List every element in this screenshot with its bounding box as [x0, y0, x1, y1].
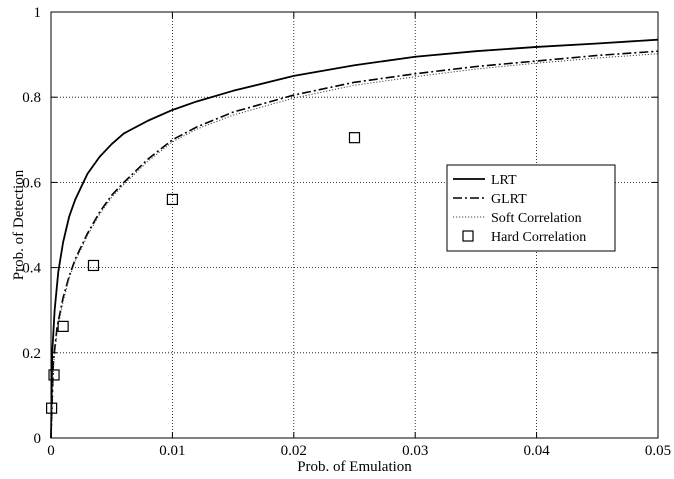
y-tick-label: 0.4 — [22, 261, 41, 277]
y-tick-label: 0.8 — [22, 90, 41, 106]
hard-correlation-marker — [57, 320, 69, 332]
hard-correlation-marker — [348, 132, 361, 144]
glrt-line — [50, 50, 659, 439]
y-axis-label: Prob. of Detection — [11, 169, 27, 280]
x-tick-label: 0.02 — [281, 443, 307, 459]
x-tick-label: 0.04 — [523, 443, 550, 459]
y-tick-label: 0 — [34, 431, 42, 447]
y-tick-label: 1 — [34, 5, 42, 21]
x-tick-label: 0.05 — [645, 443, 671, 459]
hard-correlation-marker — [46, 402, 58, 414]
x-axis-label: Prob. of Emulation — [297, 459, 412, 475]
legend-swatch-hard-correlation — [462, 230, 474, 242]
legend-label-glrt: GLRT — [491, 192, 527, 207]
series-layer — [46, 38, 659, 439]
hard-correlation-marker — [87, 259, 100, 272]
x-tick-label: 0.01 — [159, 443, 185, 459]
plot-frame — [50, 11, 659, 439]
legend-label-lrt: LRT — [491, 173, 517, 188]
y-tick-label: 0.2 — [22, 346, 41, 362]
x-tick-label: 0 — [47, 443, 55, 459]
legend-label-soft-correlation: Soft Correlation — [491, 211, 582, 226]
hard-correlation-marker — [166, 193, 178, 206]
legend-label-hard-correlation: Hard Correlation — [491, 230, 586, 245]
hard-correlation-marker — [48, 369, 60, 381]
axis-ticks: 0 0.01 0.02 0.03 0.04 0.05 0 0.2 0.4 0.6 0.8 1 — [22, 5, 671, 459]
y-tick-label: 0.6 — [22, 175, 41, 191]
x-tick-label: 0.03 — [402, 443, 428, 459]
legend: LRT GLRT Soft Correlation Hard Correlation — [446, 164, 616, 252]
lrt-line — [50, 38, 659, 439]
